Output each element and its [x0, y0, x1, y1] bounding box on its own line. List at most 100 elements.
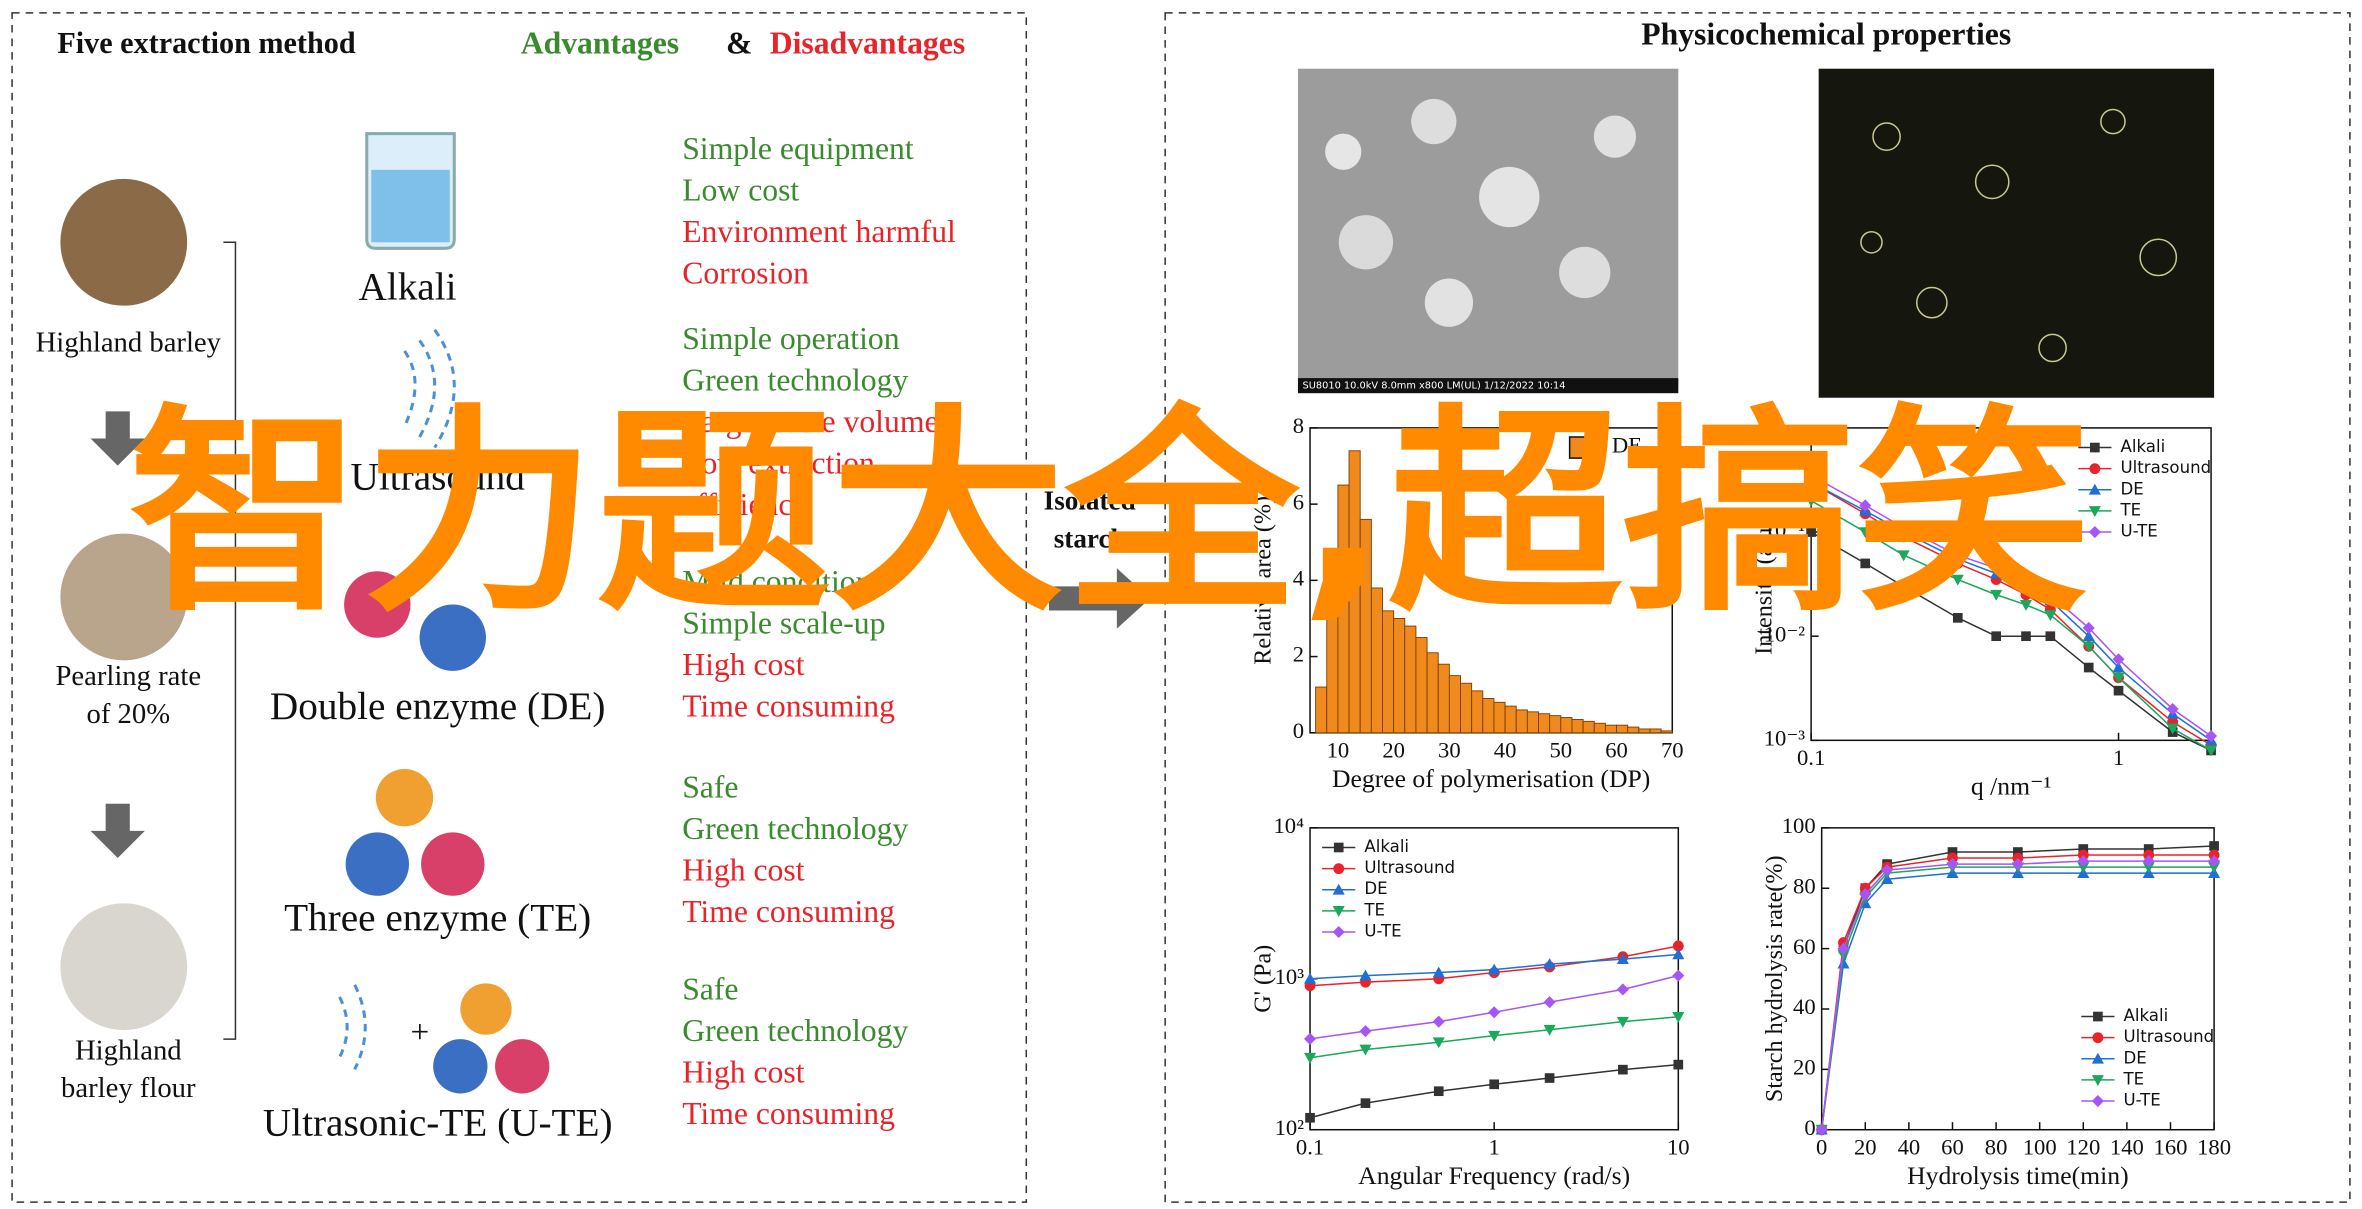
- marker: [1433, 1086, 1444, 1097]
- marker: [1489, 1079, 1500, 1090]
- marker: [1359, 1025, 1372, 1038]
- marker: [1304, 1032, 1317, 1045]
- bracket: [223, 241, 237, 1040]
- marker: [2093, 1011, 2103, 1022]
- disadvantage: High cost: [682, 647, 805, 682]
- y-tick-label: 10⁻²: [1764, 621, 1806, 646]
- disadvantage: Low extraction: [682, 446, 875, 481]
- hist-bar: [1560, 717, 1573, 734]
- marker: [1332, 883, 1345, 895]
- marker: [1672, 1011, 1685, 1023]
- advantage: Simple equipment: [682, 131, 914, 166]
- marker: [1488, 963, 1501, 975]
- enzyme-icon: [344, 571, 486, 671]
- marker: [1333, 863, 1345, 875]
- marker: [1806, 527, 1816, 537]
- marker: [1990, 562, 2003, 575]
- hist-bar: [1593, 722, 1606, 734]
- hist-bar: [1571, 718, 1584, 734]
- y-tick-label: 10⁴: [1273, 813, 1304, 838]
- advantage: Simple operation: [682, 321, 900, 356]
- disadvantages-label: Disadvantages: [770, 25, 965, 60]
- legend-label: TE: [2120, 500, 2142, 519]
- legend-label: U-TE: [2121, 522, 2158, 541]
- plot-frame: [1820, 827, 2215, 1131]
- marker: [2205, 745, 2218, 757]
- marker: [1333, 842, 1344, 853]
- marker: [1432, 966, 1445, 978]
- x-tick-label: 0.1: [1797, 745, 1825, 770]
- marker: [1815, 1123, 1828, 1136]
- disadvantage: efficiency: [682, 487, 808, 522]
- method-name: Double enzyme (DE): [270, 685, 606, 728]
- barley-photo: [60, 178, 188, 306]
- x-tick-label: 20: [1854, 1135, 1877, 1160]
- y-tick-label: 8: [1293, 413, 1304, 438]
- x-tick-label: 60: [1605, 738, 1628, 763]
- plus: +: [411, 1013, 430, 1050]
- disadvantage: Time consuming: [682, 689, 895, 724]
- marker: [1544, 1073, 1555, 1083]
- x-tick-label: 30: [1438, 738, 1461, 763]
- x-axis-label: Angular Frequency (rad/s): [1358, 1161, 1630, 1190]
- marker: [1672, 940, 1684, 952]
- y-tick-label: 2: [1293, 642, 1304, 667]
- marker: [2091, 1052, 2104, 1064]
- hist-bar: [1660, 730, 1673, 734]
- legend-label: DE: [1612, 433, 1642, 458]
- x-tick-label: 180: [2197, 1135, 2231, 1160]
- marker: [1616, 953, 1629, 964]
- marker: [1859, 527, 1872, 539]
- marker: [2082, 621, 2095, 634]
- marker: [1952, 613, 1963, 623]
- hist-bar: [1549, 715, 1562, 734]
- marker: [1543, 1024, 1556, 1036]
- legend-label: Alkali: [1364, 837, 1409, 856]
- marker: [1305, 1112, 1315, 1123]
- left-title: Five extraction method: [57, 26, 356, 60]
- marker: [1360, 1098, 1371, 1108]
- method-name: Three enzyme (TE): [284, 896, 591, 939]
- marker: [2142, 862, 2155, 874]
- marker: [1946, 858, 1959, 871]
- y-axis-label: Starch hydrolysis rate(%): [1761, 856, 1788, 1103]
- legend-label: Alkali: [2121, 437, 2166, 456]
- method-name: Ultrasonic-TE (U-TE): [263, 1102, 613, 1145]
- marker: [2011, 858, 2024, 871]
- disadvantage: Time consuming: [682, 894, 895, 929]
- marker: [2013, 847, 2023, 857]
- legend-label: DE: [1364, 879, 1387, 898]
- legend-label: Alkali: [2124, 1006, 2169, 1025]
- hist-bar: [1415, 637, 1428, 734]
- material-label: of 20%: [87, 698, 171, 730]
- marker: [2088, 483, 2101, 495]
- x-tick-label: 50: [1549, 738, 1572, 763]
- y-tick-label: 40: [1793, 994, 1816, 1019]
- marker: [1432, 1037, 1445, 1049]
- x-tick-label: 10: [1667, 1135, 1690, 1160]
- arrow-down: [90, 411, 145, 466]
- y-tick-label: 100: [1782, 813, 1816, 838]
- x-tick-label: 10: [1327, 738, 1350, 763]
- marker: [2077, 862, 2090, 874]
- marker: [1805, 476, 1818, 488]
- sem-image: SU8010 10.0kV 8.0mm x800 LM(UL) 1/12/202…: [1297, 68, 1679, 394]
- marker: [1837, 942, 1850, 955]
- marker: [2088, 526, 2101, 539]
- center-label: Isolated: [1044, 486, 1136, 516]
- y-tick-label: 10⁻¹: [1764, 517, 1805, 542]
- x-axis-label: Hydrolysis time(min): [1907, 1161, 2129, 1190]
- right-frame: [1164, 12, 2351, 1203]
- marker: [1991, 631, 2002, 642]
- hist-bar: [1460, 682, 1473, 734]
- marker: [2078, 844, 2089, 854]
- method-name: Alkali: [358, 266, 456, 309]
- marker: [2020, 589, 2032, 601]
- disadvantage: High cost: [682, 1055, 805, 1090]
- advantage: Green technology: [682, 811, 908, 846]
- marker: [2166, 702, 2179, 716]
- marker: [2091, 1095, 2104, 1108]
- enzyme-icon: [338, 983, 550, 1094]
- marker: [1897, 550, 1910, 562]
- marker: [2089, 463, 2101, 475]
